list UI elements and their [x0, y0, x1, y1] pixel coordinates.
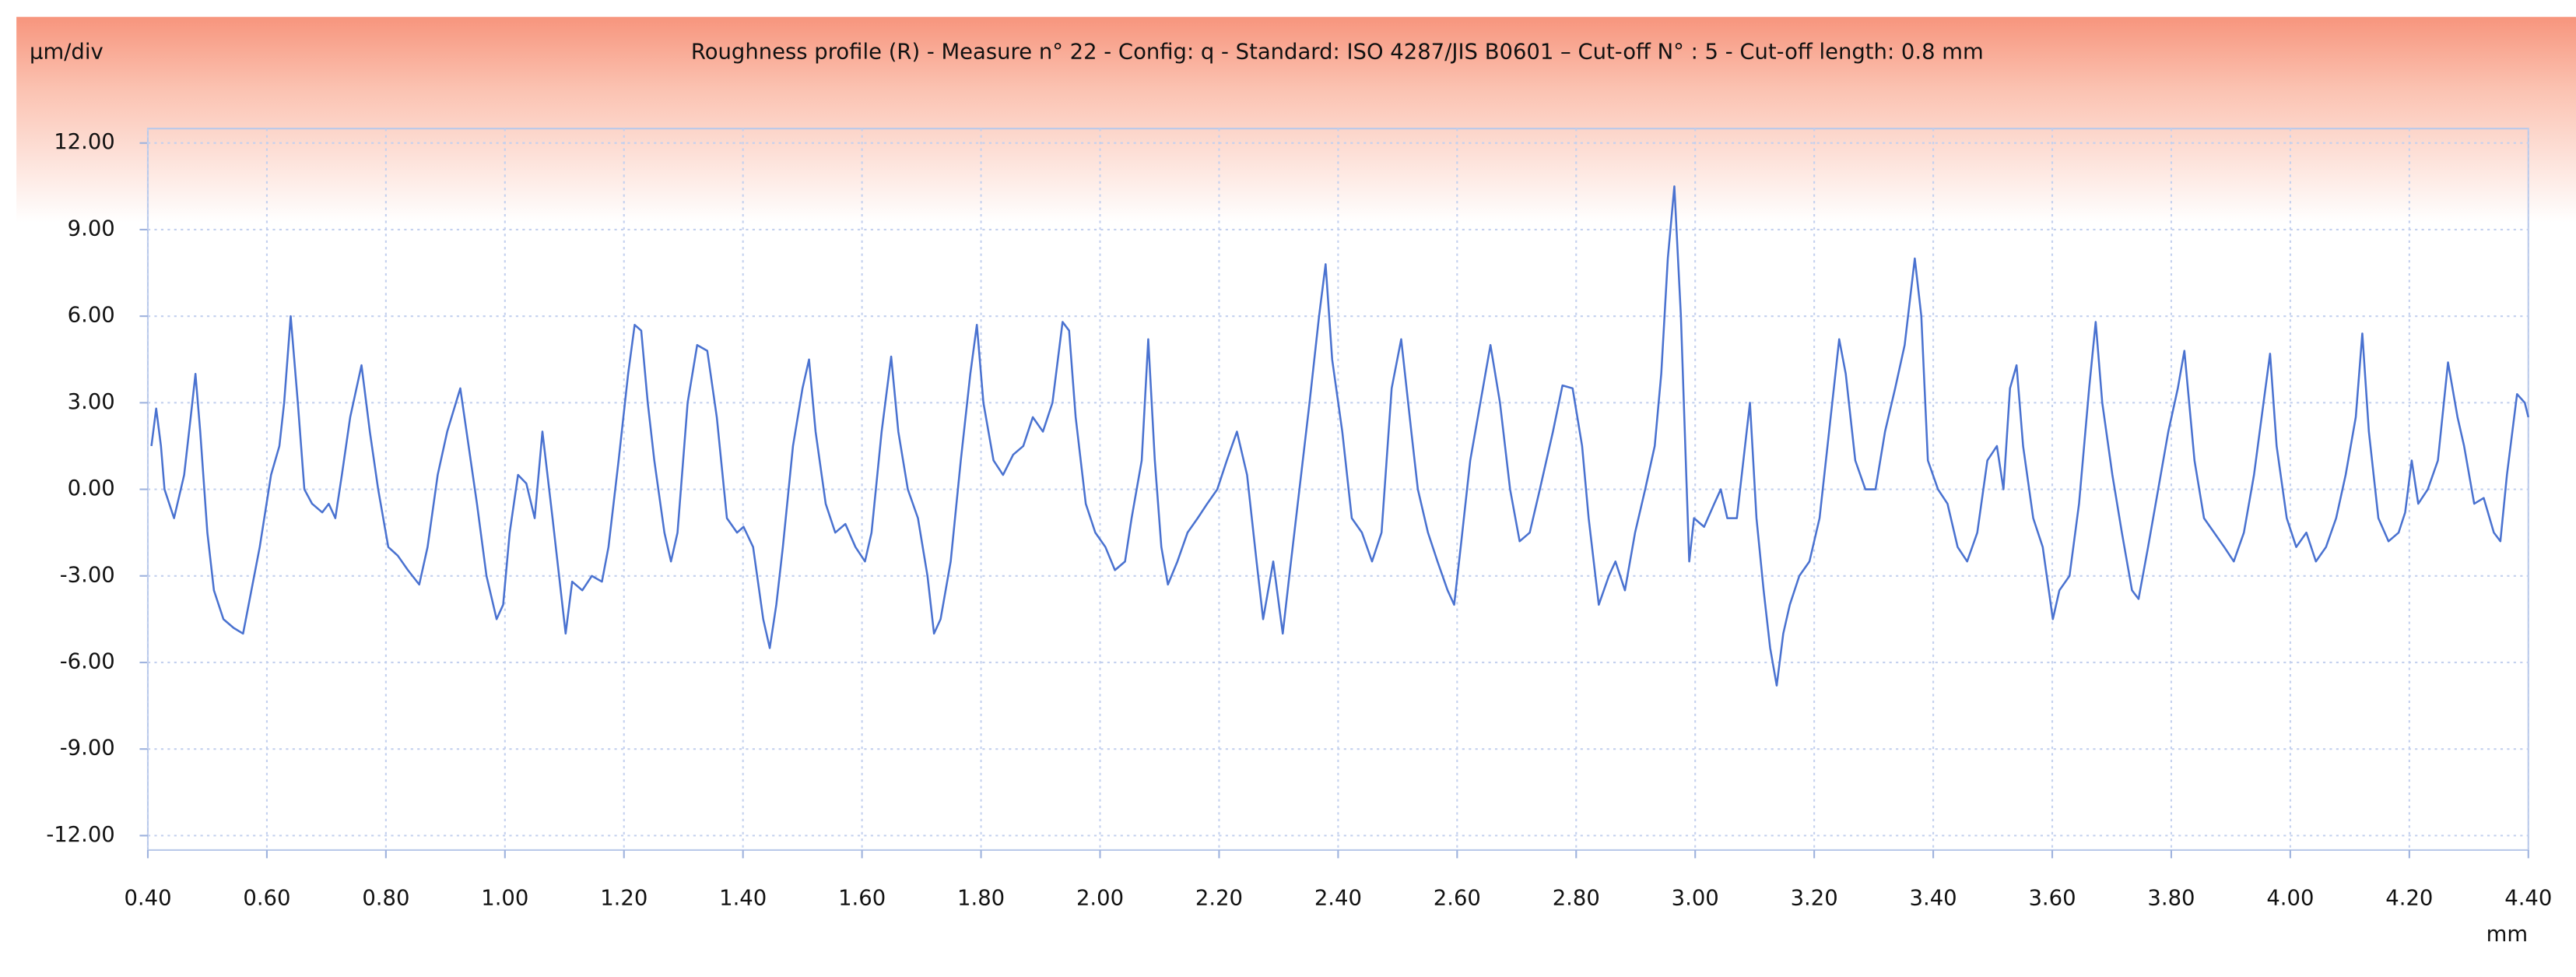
x-tick-label: 0.40: [124, 887, 171, 911]
y-tick-label: -6.00: [60, 649, 115, 673]
x-tick-label: 1.20: [600, 887, 648, 911]
x-tick-label: 0.80: [362, 887, 409, 911]
x-tick-label: 0.60: [243, 887, 290, 911]
x-tick-label: 1.00: [481, 887, 528, 911]
x-tick-label: 4.00: [2266, 887, 2314, 911]
y-tick-label: 6.00: [68, 304, 115, 328]
profile-line: [150, 185, 2530, 687]
x-tick-label: 3.80: [2147, 887, 2195, 911]
x-tick-label: 3.60: [2028, 887, 2076, 911]
x-axis-label: mm: [2487, 923, 2528, 947]
x-tick-label: 4.40: [2504, 887, 2552, 911]
x-tick-label: 2.60: [1434, 887, 1481, 911]
y-tick-label: -12.00: [46, 823, 114, 847]
y-axis-label: µm/div: [30, 40, 104, 65]
x-tick-label: 3.40: [1910, 887, 1957, 911]
y-tick-label: 9.00: [68, 216, 115, 241]
x-tick-label: 2.40: [1314, 887, 1362, 911]
x-tick-label: 2.00: [1076, 887, 1124, 911]
x-tick-label: 4.20: [2385, 887, 2433, 911]
x-tick-label: 3.20: [1791, 887, 1838, 911]
x-tick-label: 3.00: [1672, 887, 1719, 911]
y-tick-label: -9.00: [60, 736, 115, 761]
y-tick-label: -3.00: [60, 563, 115, 587]
x-tick-label: 1.80: [957, 887, 1005, 911]
x-tick-label: 1.60: [838, 887, 886, 911]
x-tick-label: 2.20: [1195, 887, 1243, 911]
x-tick-label: 2.80: [1553, 887, 1600, 911]
header-band: [16, 16, 2576, 223]
y-tick-label: 12.00: [54, 130, 115, 154]
y-tick-label: 3.00: [68, 390, 115, 414]
x-tick-label: 1.40: [719, 887, 767, 911]
y-tick-label: 0.00: [68, 476, 115, 501]
chart-title: Roughness profile (R) - Measure n° 22 - …: [691, 40, 1984, 65]
